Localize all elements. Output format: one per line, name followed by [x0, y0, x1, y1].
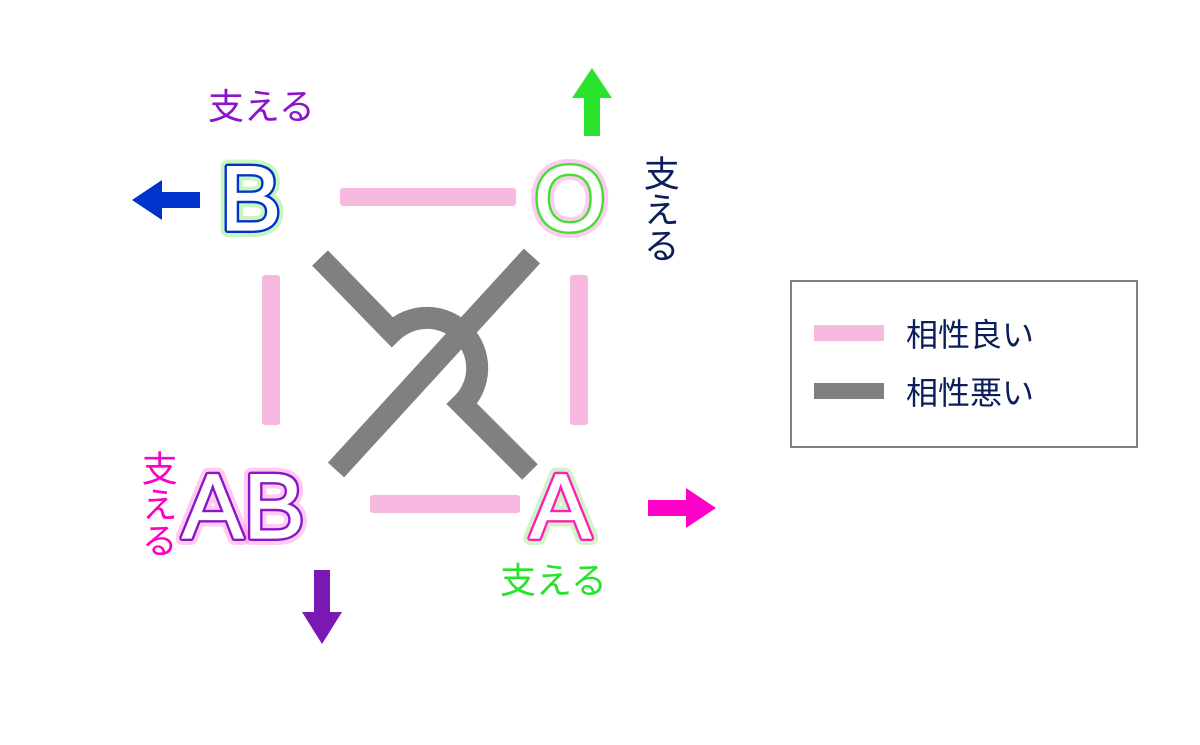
arrow-up-icon [568, 64, 616, 144]
svg-text:O: O [534, 148, 606, 250]
legend-swatch-good [814, 325, 884, 341]
support-label-left: 支える [138, 450, 176, 558]
legend-row-good: 相性良い [814, 310, 1114, 356]
legend-box: 相性良い 相性悪い [790, 280, 1138, 448]
legend-label-bad: 相性悪い [906, 368, 1034, 414]
node-AB: AB AB AB [176, 438, 396, 568]
svg-text:AB: AB [182, 456, 305, 558]
svg-text:A: A [530, 456, 592, 558]
legend-row-bad: 相性悪い [814, 368, 1114, 414]
support-label-bottom: 支える [500, 562, 607, 600]
legend-swatch-bad [814, 383, 884, 399]
connector-good-left [262, 275, 280, 425]
support-label-top: 支える [208, 88, 315, 126]
support-label-right: 支える [640, 155, 678, 263]
legend-label-good: 相性良い [906, 310, 1034, 356]
connector-good-top [340, 188, 516, 206]
svg-text:B: B [220, 148, 281, 250]
connector-good-right [570, 275, 588, 425]
arrow-left-icon [128, 176, 208, 224]
node-B: B B B [210, 130, 350, 260]
arrow-right-icon [640, 484, 720, 532]
arrow-down-icon [298, 562, 346, 648]
